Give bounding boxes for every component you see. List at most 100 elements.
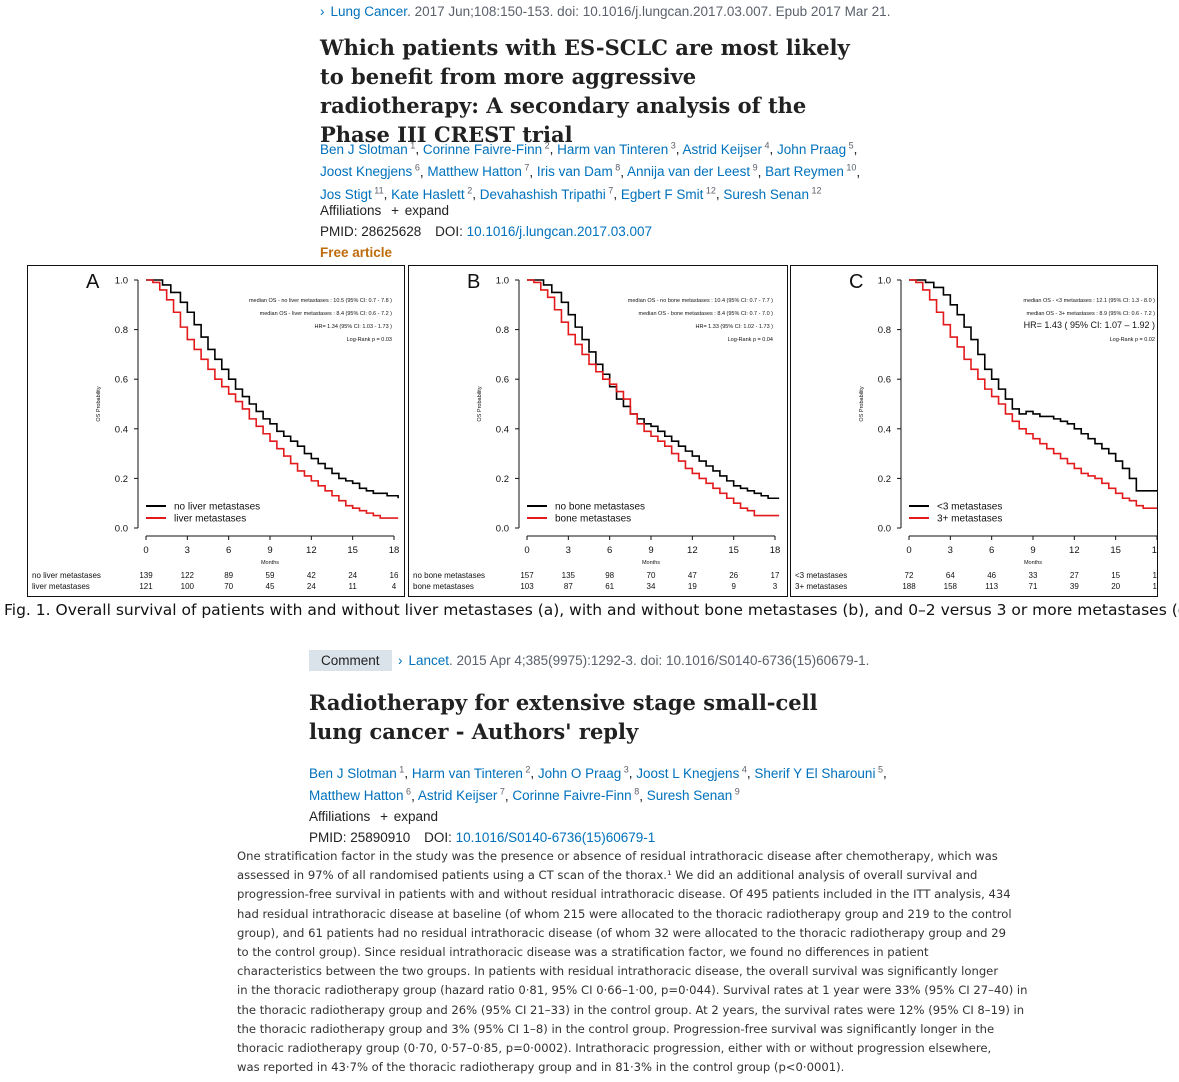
author-name: Matthew Hatton [427, 164, 522, 179]
author-link[interactable]: Matthew Hatton 7 [427, 162, 530, 180]
risk-value: 70 [647, 571, 656, 580]
author-link[interactable]: Jos Stigt 11 [320, 185, 384, 202]
affiliation-number: 1 [396, 764, 405, 774]
km-chart-b: B 0.0 0.2 0.4 0.6 0.8 1.0 0 3 6 9 12 15 18 OS Probabil… [413, 271, 780, 591]
panel-letter: B [467, 271, 480, 293]
y-tick-label: 1.0 [878, 276, 891, 287]
author-link[interactable]: Astrid Keijser 4 [682, 140, 769, 157]
author-link[interactable]: Suresh Senan 9 [646, 786, 740, 804]
author-name: John O Praag [537, 765, 622, 781]
risk-value: 24 [348, 571, 357, 580]
risk-value: 71 [1029, 582, 1038, 591]
article-title[interactable]: Which patients with ES-SCLC are most lik… [320, 35, 850, 147]
body-line: thoracic radiotherapy group (0·70, 0·57–… [237, 1041, 992, 1056]
y-tick-label: 0.4 [115, 424, 128, 435]
free-article-badge[interactable]: Free article [320, 245, 393, 260]
risk-value: 46 [987, 571, 996, 580]
author-link[interactable]: Corinne Faivre-Finn 2 [422, 140, 550, 157]
author-link[interactable]: Egbert F Smit 12 [621, 185, 716, 202]
affiliation-number: 9 [732, 786, 740, 797]
risk-value: 72 [905, 571, 914, 580]
x-tick-label: 6 [989, 545, 994, 556]
author-link[interactable]: Ben J Slotman 1 [309, 764, 405, 781]
author-link[interactable]: Sherif Y El Sharouni 5 [754, 764, 883, 781]
risk-value: 3 [773, 582, 778, 591]
x-tick-label: 9 [1030, 545, 1035, 556]
author-link[interactable]: Suresh Senan 12 [723, 185, 821, 202]
author-link[interactable]: Kate Haslett 2 [391, 185, 472, 202]
author-link[interactable]: Bart Reymen 10 [765, 163, 856, 180]
risk-value: 45 [266, 582, 275, 591]
article-title-2[interactable]: Radiotherapy for extensive stage small-c… [309, 690, 818, 744]
affiliation-number: 7 [497, 786, 505, 797]
affiliations-toggle-2[interactable]: Affiliations + expand [309, 809, 438, 824]
risk-value: 157 [520, 571, 534, 580]
author-name: Bart Reymen [765, 164, 844, 179]
stats-line: HR= 1.43 ( 95% CI: 1.07 – 1.92 ) [1024, 320, 1155, 330]
risk-value: 122 [181, 571, 195, 580]
author-link[interactable]: Corinne Faivre-Finn 8 [512, 787, 639, 804]
risk-value: 64 [946, 571, 955, 580]
citation-line-2: › Lancet. 2015 Apr 4;385(9975):1292-3. do… [398, 653, 869, 668]
y-tick-label: 0.6 [878, 375, 891, 386]
risk-value: 59 [266, 571, 275, 580]
body-line: the thoracic radiotherapy group and 3% (… [237, 1021, 995, 1036]
doi-link[interactable]: 10.1016/j.lungcan.2017.03.007 [466, 224, 653, 239]
author-link[interactable]: Iris van Dam 8 [536, 163, 620, 180]
stats-line: Log-Rank p = 0.04 [728, 337, 773, 343]
author-link[interactable]: Joost L Knegjens 4 [636, 764, 747, 781]
affiliations-label: Affiliations [309, 809, 371, 824]
risk-value: 70 [224, 582, 233, 591]
risk-value: 113 [985, 582, 998, 591]
stats-line: median OS - bone metastases : 8.4 (95% C… [638, 311, 773, 317]
author-name: Iris van Dam [536, 164, 613, 179]
x-tick-label: 3 [566, 545, 571, 556]
stats-line: median OS - <3 metastases : 12.1 (95% CI… [1023, 298, 1155, 304]
risk-value: 15 [1111, 571, 1120, 580]
author-name: Kate Haslett [391, 186, 465, 202]
affiliation-number: 7 [605, 185, 614, 195]
x-axis-title: Months [642, 560, 660, 566]
risk-value: 139 [139, 571, 153, 580]
author-link[interactable]: Harm van Tinteren 2 [412, 764, 531, 781]
doi-link-2[interactable]: 10.1016/S0140-6736(15)60679-1 [455, 830, 656, 845]
survival-curve [909, 279, 1157, 509]
body-line: to the control group). Since residual in… [237, 945, 929, 960]
author-link[interactable]: Devahashish Tripathi 7 [480, 185, 614, 202]
x-tick-label: 12 [1069, 545, 1080, 556]
legend-label: <3 metastases [937, 502, 1002, 513]
figure-panel-c: C 0.0 0.2 0.4 0.6 0.8 1.0 0 3 6 9 12 15 18 OS Probabil… [790, 265, 1158, 597]
author-name: Corinne Faivre-Finn [422, 141, 543, 157]
stats-line: median OS - 3+ metastases : 8.9 (95% CI:… [1026, 311, 1155, 317]
journal-link[interactable]: Lung Cancer [330, 4, 408, 19]
author-link[interactable]: Annija van der Leest 9 [626, 163, 758, 180]
risk-value: 47 [688, 571, 697, 580]
affiliation-number: 3 [621, 764, 629, 774]
x-tick-label: 9 [648, 545, 653, 556]
affiliations-toggle[interactable]: Affiliations + expand [320, 203, 449, 218]
author-name: Annija van der Leest [626, 164, 751, 179]
risk-row-label: 3+ metastases [795, 582, 847, 591]
x-tick-label: 3 [948, 545, 953, 556]
affiliation-number: 6 [403, 786, 412, 797]
author-name: Joost L Knegjens [636, 765, 740, 781]
author-name: Suresh Senan [646, 788, 733, 803]
risk-value: 42 [307, 571, 316, 580]
author-link[interactable]: Harm van Tinteren 3 [557, 140, 676, 157]
author-link[interactable]: John Praag 5 [777, 140, 854, 157]
risk-value: 19 [688, 582, 697, 591]
author-link[interactable]: Joost Knegjens 6 [320, 163, 420, 180]
author-link[interactable]: Astrid Keijser 7 [418, 786, 505, 804]
journal-link-2[interactable]: Lancet [408, 653, 450, 668]
x-tick-label: 9 [267, 545, 272, 556]
x-tick-label: 0 [524, 545, 529, 556]
doi-label: DOI: [435, 224, 463, 239]
affiliation-number: 7 [521, 162, 530, 173]
author-link[interactable]: John O Praag 3 [537, 764, 629, 781]
author-link[interactable]: Matthew Hatton 6 [309, 786, 412, 804]
x-tick-label: 0 [906, 545, 911, 556]
x-tick-label: 6 [607, 545, 612, 556]
expand-label: expand [404, 203, 450, 218]
x-tick-label: 6 [226, 545, 231, 556]
author-link[interactable]: Ben J Slotman 1 [320, 140, 415, 157]
